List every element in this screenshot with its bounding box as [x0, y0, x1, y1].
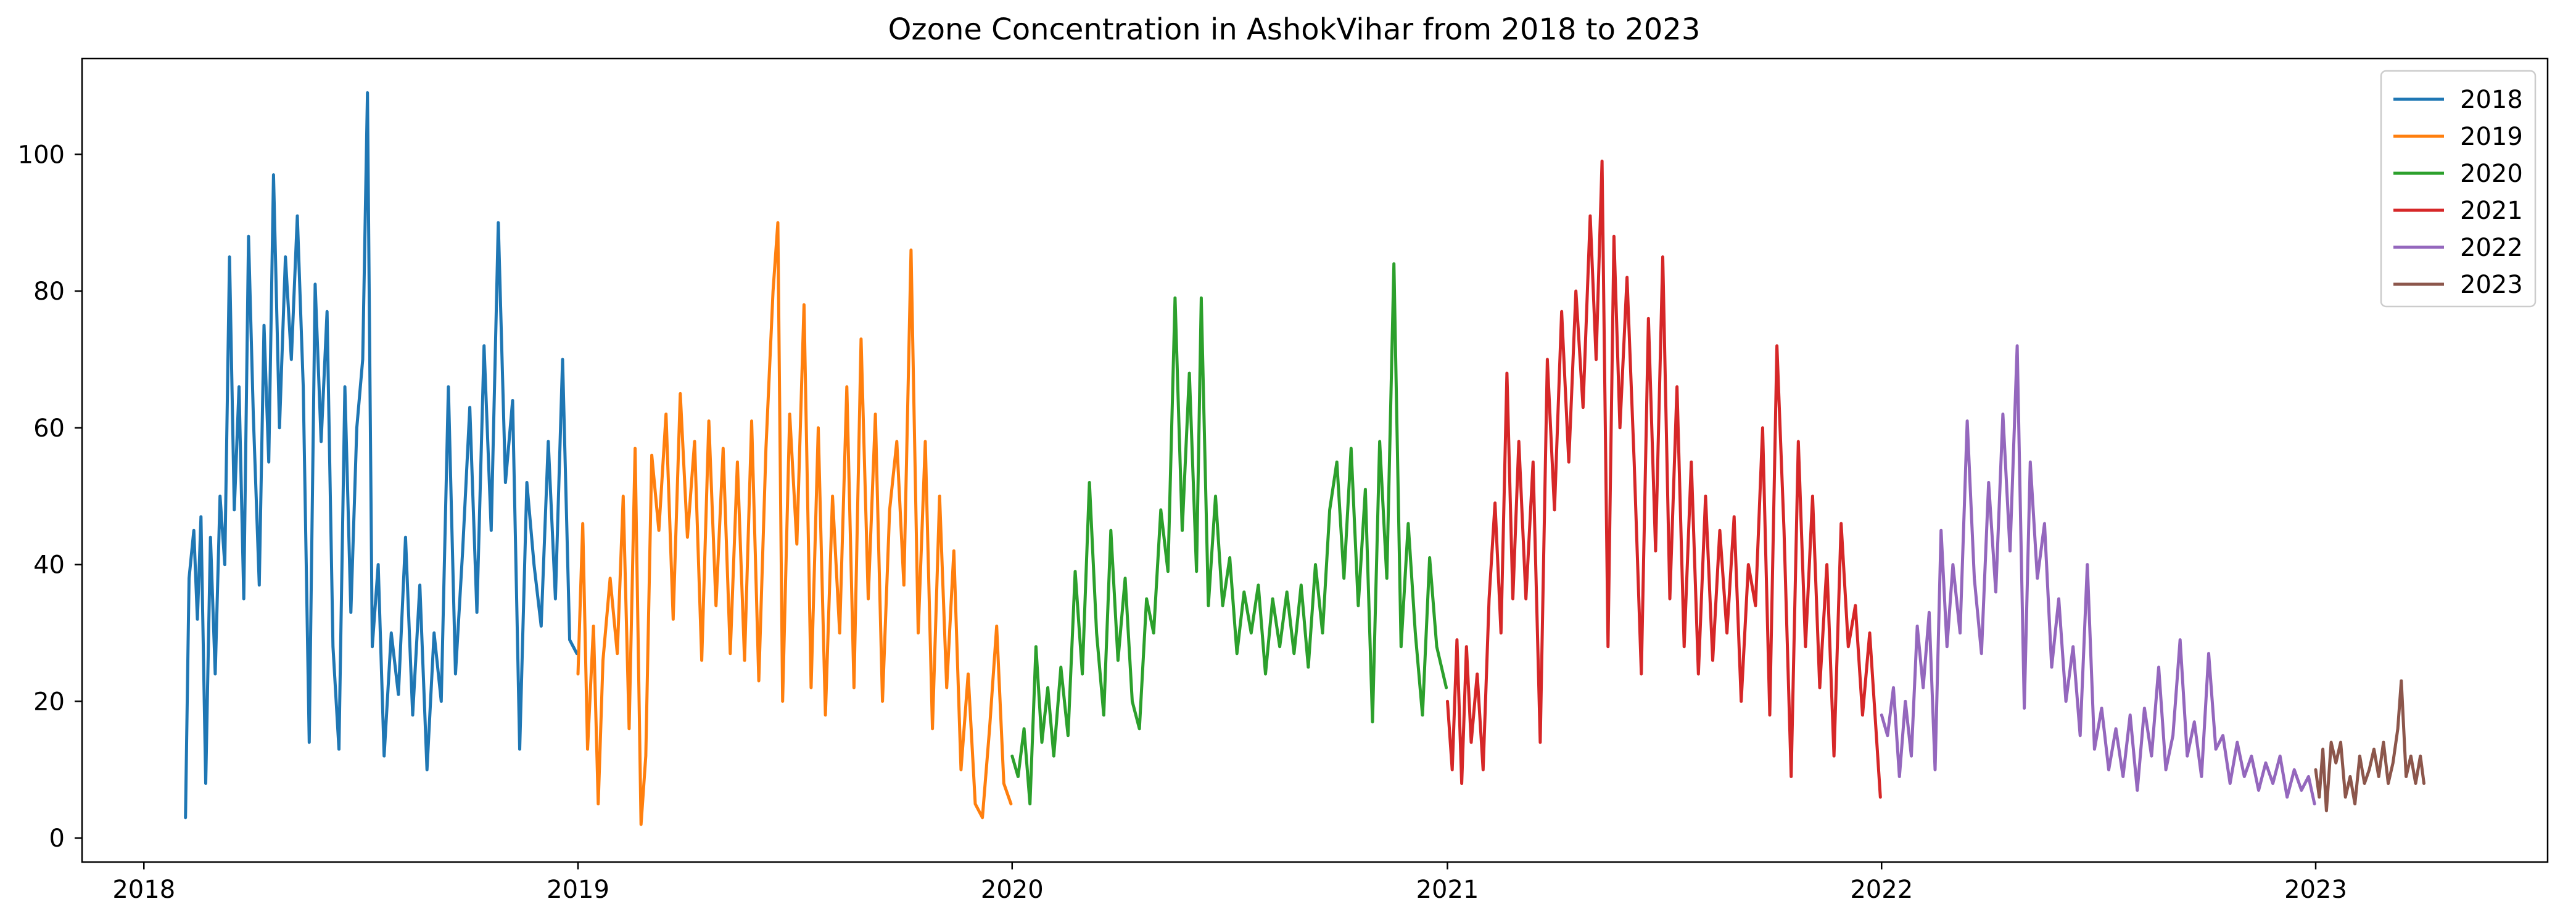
- y-tick-label: 20: [33, 688, 65, 716]
- x-tick-label: 2020: [981, 876, 1044, 904]
- series-line-2020: [1010, 262, 1448, 806]
- series-line-2018: [184, 91, 579, 819]
- y-tick-label: 60: [33, 414, 65, 443]
- x-tick-label: 2022: [1850, 876, 1913, 904]
- legend-label-2020: 2020: [2460, 160, 2523, 188]
- legend-label-2018: 2018: [2460, 86, 2523, 114]
- series-layer: [184, 91, 2425, 826]
- legend-label-2023: 2023: [2460, 271, 2523, 299]
- legend-label-2021: 2021: [2460, 197, 2523, 225]
- series-line-2023: [2314, 679, 2425, 813]
- x-axis-ticks: 2018 2019 2020 2021 2022 2023: [112, 862, 2347, 904]
- legend-label-2022: 2022: [2460, 234, 2523, 262]
- series-line-2022: [1880, 344, 2316, 806]
- x-tick-label: 2021: [1416, 876, 1479, 904]
- chart-title: Ozone Concentration in AshokVihar from 2…: [888, 12, 1701, 47]
- series-line-2021: [1446, 159, 1882, 799]
- series-line-2019: [576, 221, 1013, 826]
- y-axis-ticks: 0 20 40 60 80 100: [18, 141, 82, 853]
- y-tick-label: 100: [18, 141, 65, 169]
- y-tick-label: 0: [49, 824, 65, 853]
- plot-frame: [81, 57, 2549, 863]
- legend-label-2019: 2019: [2460, 123, 2523, 151]
- x-tick-label: 2023: [2284, 876, 2347, 904]
- y-tick-label: 80: [33, 277, 65, 306]
- y-tick-label: 40: [33, 551, 65, 580]
- x-tick-label: 2018: [112, 876, 175, 904]
- legend: 2018 2019 2020 2021 2022 2023: [2380, 70, 2537, 308]
- x-tick-label: 2019: [547, 876, 609, 904]
